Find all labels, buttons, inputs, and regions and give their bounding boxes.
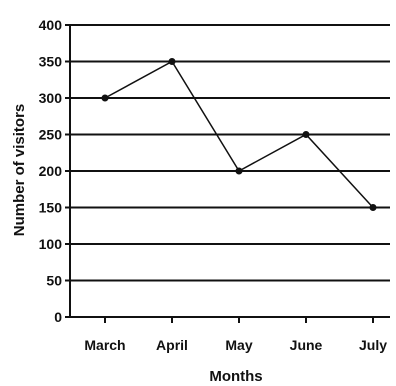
x-tick-label-june: June (290, 337, 323, 353)
grid-lines (70, 24, 390, 282)
x-tick-label-may: May (225, 337, 252, 353)
data-points (101, 58, 377, 211)
y-tick-label-150: 150 (39, 200, 63, 216)
data-point-may (235, 167, 243, 175)
y-tick-label-350: 350 (39, 54, 63, 70)
y-tick-label-400: 400 (39, 17, 63, 33)
x-tick-label-march: March (84, 337, 125, 353)
data-point-july (369, 204, 377, 211)
x-tick-label-april: April (156, 337, 188, 353)
y-tick-label-50: 50 (46, 273, 62, 289)
x-tick-label-july: July (359, 337, 387, 353)
y-tick-label-300: 300 (39, 90, 63, 106)
y-tick-label-100: 100 (39, 236, 63, 252)
y-tick-label-0: 0 (54, 309, 62, 325)
y-tick-label-200: 200 (39, 163, 63, 179)
y-axis-title: Number of visitors (11, 104, 28, 237)
x-axis-title: Months (209, 368, 262, 385)
data-point-april (168, 58, 176, 65)
y-tick-labels: 0 50 100 150 200 250 300 350 400 (39, 17, 70, 325)
data-point-june (302, 131, 310, 138)
x-tick-labels: March April May June July (84, 317, 387, 353)
data-point-march (101, 94, 109, 102)
y-tick-label-250: 250 (39, 127, 63, 143)
